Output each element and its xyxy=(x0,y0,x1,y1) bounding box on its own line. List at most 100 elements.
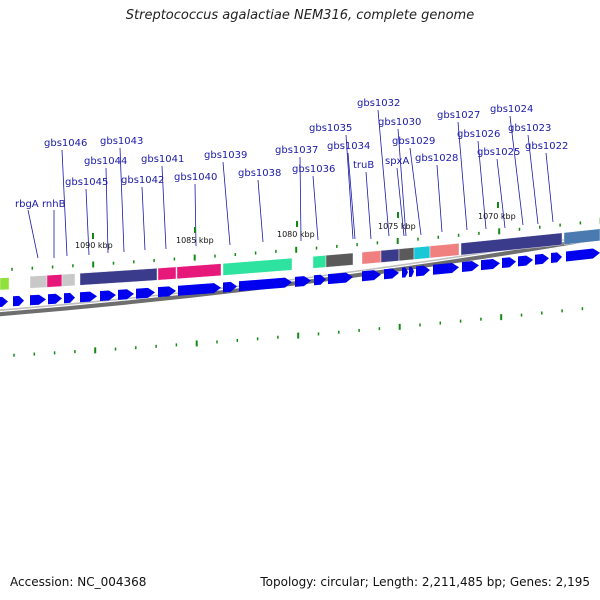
gene-label-gbs1038: gbs1038 xyxy=(238,168,281,179)
gene-label-gbs1043: gbs1043 xyxy=(100,136,143,147)
gene-label-gbs1040: gbs1040 xyxy=(174,172,217,183)
gene-arrow xyxy=(158,286,176,298)
gene-arrow xyxy=(402,267,408,278)
leader-line xyxy=(299,156,302,242)
gene-label-gbs1044: gbs1044 xyxy=(84,156,127,167)
cog-segment xyxy=(29,275,48,289)
gene-arrow xyxy=(462,261,479,272)
leader-line xyxy=(477,140,487,230)
cog-segment xyxy=(312,255,327,269)
topology-summary: Topology: circular; Length: 2,211,485 bp… xyxy=(260,575,590,589)
leader-line xyxy=(222,161,231,246)
leader-line xyxy=(312,175,319,241)
cog-segment xyxy=(361,250,382,265)
gene-label-gbs1035: gbs1035 xyxy=(309,123,352,134)
tick-label-1075: 1075 kbp xyxy=(378,222,416,231)
cog-segment xyxy=(79,268,158,286)
leader-line xyxy=(377,109,390,237)
leader-line xyxy=(365,171,372,240)
gene-label-truB: truB xyxy=(353,160,374,171)
leader-line xyxy=(496,158,506,229)
cog-segment xyxy=(46,274,63,288)
leader-line xyxy=(141,186,146,251)
leader-line xyxy=(436,164,443,233)
gene-arrow xyxy=(0,296,8,307)
gene-arrow xyxy=(239,277,292,292)
kbp-ticks: 1090 kbp 1085 kbp 1080 kbp 1075 kbp 1070… xyxy=(75,202,516,250)
cog-segment xyxy=(157,266,177,281)
gene-label-gbs1028: gbs1028 xyxy=(415,153,458,164)
gene-arrow xyxy=(502,257,516,269)
inner-tick-ring xyxy=(13,307,584,357)
leader-line xyxy=(347,152,356,240)
gene-arrow xyxy=(518,255,533,267)
leader-line xyxy=(194,183,197,247)
cog-segment xyxy=(563,228,600,245)
cog-segment xyxy=(429,243,460,259)
leader-line xyxy=(61,149,68,257)
gene-label-gbs1024: gbs1024 xyxy=(490,104,533,115)
gene-arrow xyxy=(481,258,500,271)
gene-label-gbs1037: gbs1037 xyxy=(275,145,318,156)
gene-arrow xyxy=(409,266,414,277)
cog-segment xyxy=(0,277,10,291)
leader-lines xyxy=(27,109,554,259)
leader-line xyxy=(457,121,468,231)
cog-segment xyxy=(222,257,293,276)
leader-line xyxy=(257,179,264,243)
page-title: Streptococcus agalactiae NEM316, complet… xyxy=(125,8,475,23)
gene-label-gbs1042: gbs1042 xyxy=(121,175,164,186)
leader-line xyxy=(509,115,524,226)
leader-line xyxy=(161,165,167,250)
gene-label-gbs1034: gbs1034 xyxy=(327,141,370,152)
gene-arrow xyxy=(80,291,97,303)
cog-segment xyxy=(380,248,400,263)
tick-label-1080: 1080 kbp xyxy=(277,230,315,239)
gene-label-rnhB: rnhB xyxy=(42,199,66,210)
gene-arrow xyxy=(13,295,24,307)
gene-arrow xyxy=(64,292,75,304)
gene-arrow xyxy=(136,287,155,299)
gene-label-gbs1023: gbs1023 xyxy=(508,123,551,134)
gene-label-rbgA: rbgA xyxy=(15,199,39,210)
gene-label-gbs1039: gbs1039 xyxy=(204,150,247,161)
gene-arrow xyxy=(362,270,381,282)
gene-label-gbs1027: gbs1027 xyxy=(437,110,480,121)
leader-line xyxy=(397,128,407,237)
leader-line xyxy=(119,147,125,253)
tick-label-1085: 1085 kbp xyxy=(176,236,214,245)
leader-line xyxy=(105,167,109,254)
leader-line xyxy=(85,188,90,256)
gene-arrow xyxy=(100,290,116,302)
gene-arrow xyxy=(30,294,46,306)
leader-line xyxy=(27,209,39,259)
gene-labels: rbgA rnhB gbs1046 gbs1045 gbs1044 gbs104… xyxy=(15,98,568,210)
tick-label-1070: 1070 kbp xyxy=(478,212,516,221)
gene-arrow xyxy=(295,276,311,287)
gene-label-gbs1030: gbs1030 xyxy=(378,117,421,128)
accession-text: Accession: NC_004368 xyxy=(10,575,147,589)
cog-segment xyxy=(61,273,76,287)
gene-arrow xyxy=(566,248,600,262)
gene-label-gbs1022: gbs1022 xyxy=(525,141,568,152)
gene-arrow xyxy=(384,268,399,280)
leader-line xyxy=(527,134,539,225)
cog-segment xyxy=(398,247,415,262)
cog-segment xyxy=(176,263,222,280)
gene-label-gbs1045: gbs1045 xyxy=(65,177,108,188)
leader-line xyxy=(545,152,554,223)
gene-arrows xyxy=(0,248,600,307)
cog-band xyxy=(0,228,600,291)
gene-arrow xyxy=(433,262,459,275)
gene-label-gbs1046: gbs1046 xyxy=(44,138,87,149)
tick-label-1090: 1090 kbp xyxy=(75,241,113,250)
cog-segment xyxy=(460,232,563,256)
gene-label-gbs1036: gbs1036 xyxy=(292,164,335,175)
gene-label-gbs1025: gbs1025 xyxy=(477,147,520,158)
gene-label-gbs1032: gbs1032 xyxy=(357,98,400,109)
leader-line xyxy=(396,167,405,237)
gene-arrow xyxy=(223,281,237,293)
leader-line xyxy=(409,147,422,236)
gene-arrow xyxy=(551,252,562,264)
